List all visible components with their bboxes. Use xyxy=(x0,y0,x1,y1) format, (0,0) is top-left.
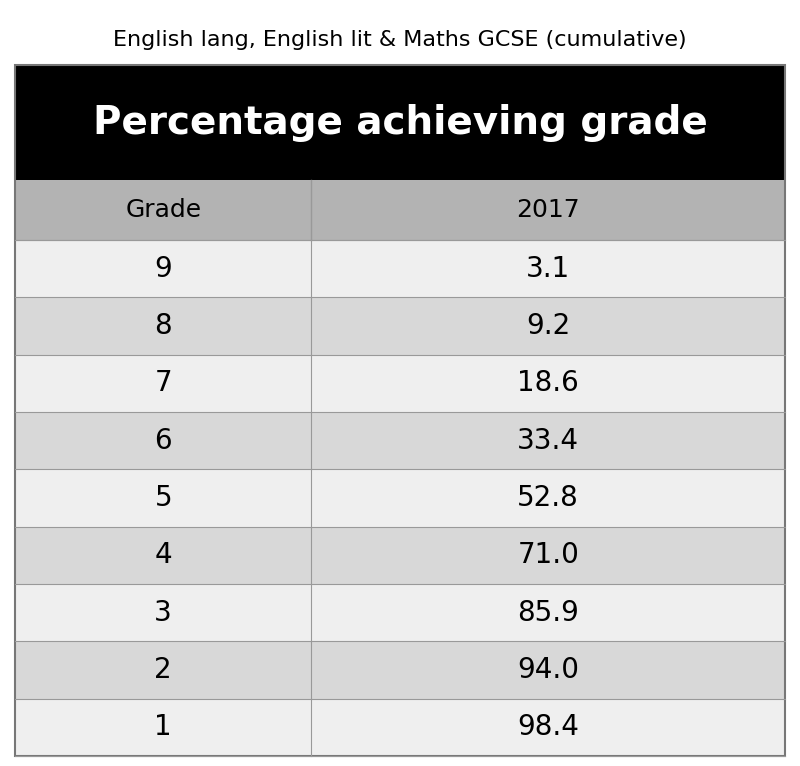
Text: 8: 8 xyxy=(154,312,172,340)
Bar xyxy=(15,180,785,240)
Text: 9: 9 xyxy=(154,254,172,283)
Bar xyxy=(15,584,785,641)
Text: 33.4: 33.4 xyxy=(518,427,579,455)
Text: 3: 3 xyxy=(154,599,172,627)
Bar xyxy=(15,297,785,355)
Text: 2: 2 xyxy=(154,656,172,684)
Bar xyxy=(15,65,785,180)
Text: 85.9: 85.9 xyxy=(518,599,579,627)
Text: Grade: Grade xyxy=(125,198,202,222)
Text: Percentage achieving grade: Percentage achieving grade xyxy=(93,103,707,142)
Text: 1: 1 xyxy=(154,713,172,741)
Text: 6: 6 xyxy=(154,427,172,455)
Text: 71.0: 71.0 xyxy=(518,542,579,569)
Bar xyxy=(15,527,785,584)
Bar xyxy=(15,412,785,470)
Text: 98.4: 98.4 xyxy=(518,713,579,741)
Text: 5: 5 xyxy=(154,484,172,512)
Text: 18.6: 18.6 xyxy=(518,369,579,398)
Text: 3.1: 3.1 xyxy=(526,254,570,283)
Text: 94.0: 94.0 xyxy=(518,656,579,684)
Text: English lang, English lit & Maths GCSE (cumulative): English lang, English lit & Maths GCSE (… xyxy=(113,30,687,51)
Bar xyxy=(15,699,785,756)
Text: 2017: 2017 xyxy=(517,198,580,222)
Bar xyxy=(15,470,785,527)
Bar xyxy=(15,641,785,699)
Text: 9.2: 9.2 xyxy=(526,312,570,340)
Text: 7: 7 xyxy=(154,369,172,398)
Bar xyxy=(15,240,785,297)
Text: 4: 4 xyxy=(154,542,172,569)
Bar xyxy=(15,355,785,412)
Text: 52.8: 52.8 xyxy=(518,484,579,512)
